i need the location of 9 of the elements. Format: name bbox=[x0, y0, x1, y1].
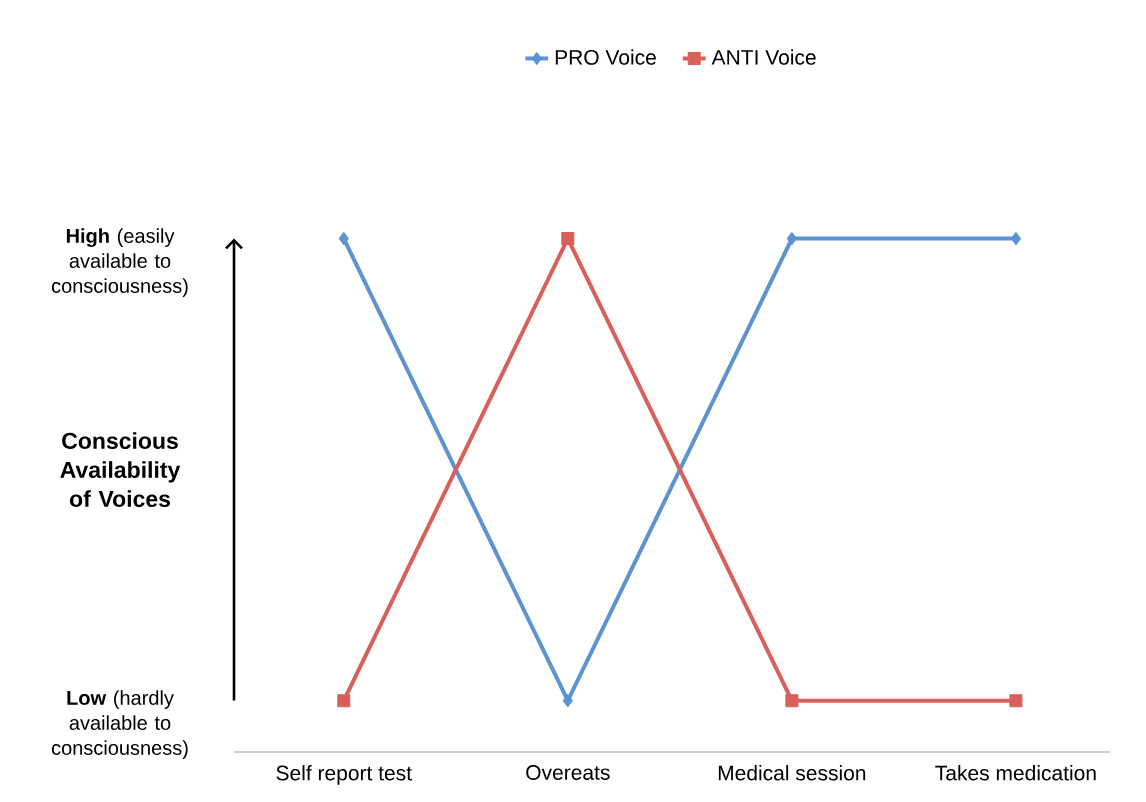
y-axis-title: Conscious Availability of Voices bbox=[60, 432, 181, 508]
legend-label: PRO Voice bbox=[555, 49, 656, 65]
text: High (easily available to consciousness) bbox=[51, 228, 188, 297]
legend-label: ANTI Voice bbox=[711, 49, 816, 65]
text: Low (hardly available to consciousness) bbox=[51, 690, 188, 759]
x-tick-label: Medical session bbox=[718, 765, 866, 781]
x-tick-label: Takes medication bbox=[935, 765, 1096, 781]
x-tick-label: Overeats bbox=[526, 765, 610, 780]
x-tick-label: Self report test bbox=[276, 765, 412, 785]
